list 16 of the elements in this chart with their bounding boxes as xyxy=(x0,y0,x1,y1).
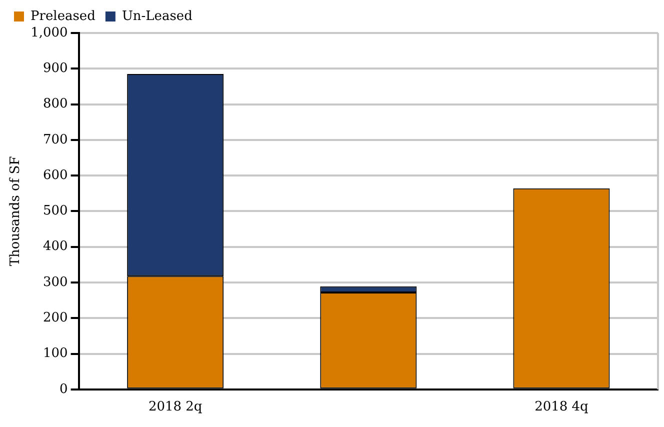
legend-label: Un-Leased xyxy=(122,8,192,24)
y-tick-label: 700 xyxy=(42,132,68,148)
y-tick-label: 0 xyxy=(60,382,68,397)
y-axis-title: Thousands of SF xyxy=(8,156,24,266)
x-tick-label: 2018 2q xyxy=(148,400,202,415)
y-tick-label: 600 xyxy=(42,168,68,183)
y-tick-label: 100 xyxy=(42,346,68,362)
y-tick-label: 900 xyxy=(42,61,68,76)
y-tick-label: 800 xyxy=(42,96,68,112)
y-tick-label: 200 xyxy=(42,310,68,326)
x-tick-label: 2018 4q xyxy=(534,400,588,415)
y-tick-label: 400 xyxy=(42,239,68,254)
legend-label: Preleased xyxy=(30,8,96,24)
y-tick-label: 300 xyxy=(42,274,68,290)
y-tick-label: 1,000 xyxy=(30,25,68,40)
y-tick-label: 500 xyxy=(42,204,68,219)
